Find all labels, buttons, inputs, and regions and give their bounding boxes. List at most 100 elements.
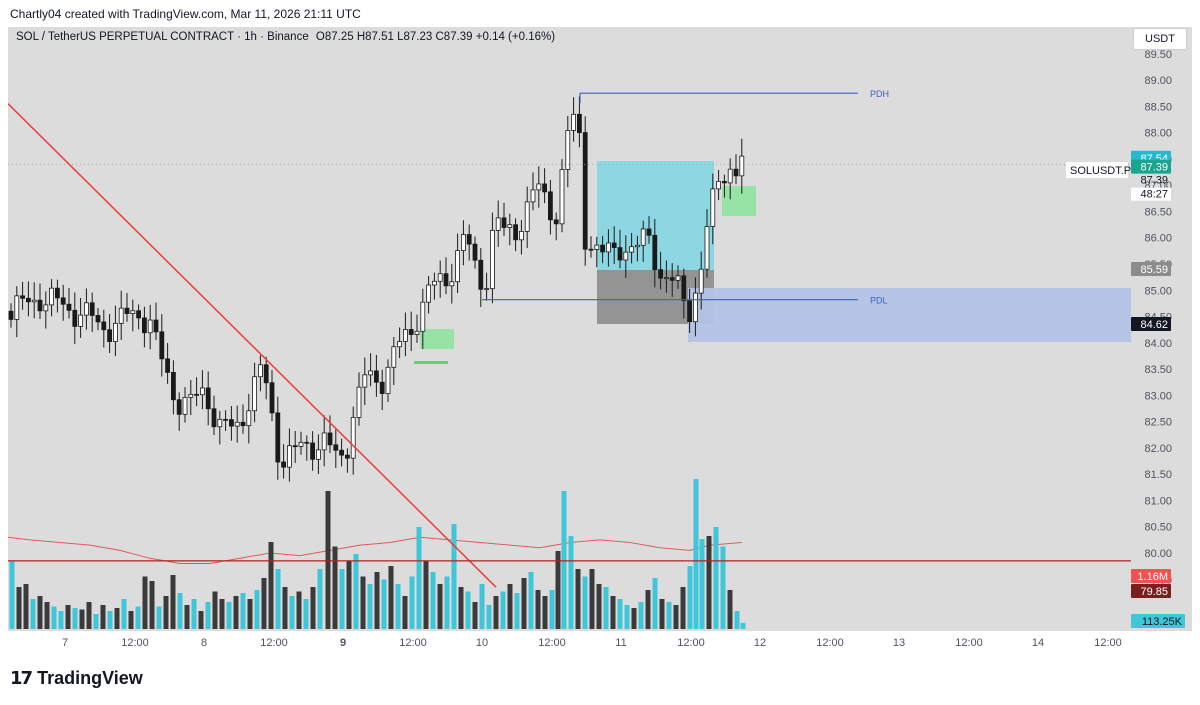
tradingview-logo-icon: 17 xyxy=(10,668,33,689)
volume-bar xyxy=(549,590,555,629)
tag-volume-ma-bg xyxy=(1131,569,1171,583)
volume-bar xyxy=(465,591,471,629)
volume-bar xyxy=(500,591,506,629)
candle-down xyxy=(373,370,379,383)
x-tick-label: 12:00 xyxy=(260,637,288,649)
y-tick-label: 81.00 xyxy=(1144,495,1172,507)
volume-bar xyxy=(86,602,92,629)
volume-bar xyxy=(163,596,169,629)
volume-bar xyxy=(339,569,345,629)
candle-down xyxy=(101,321,107,331)
candle-down xyxy=(170,371,176,401)
candle-up xyxy=(420,301,426,332)
y-tick-label: 82.00 xyxy=(1144,443,1172,455)
candle-up xyxy=(113,322,118,342)
volume-bar xyxy=(528,572,534,629)
candle-down xyxy=(577,113,582,133)
plot-layer xyxy=(8,92,1131,629)
candle-up xyxy=(693,292,698,323)
candle-up xyxy=(698,268,704,294)
volume-bar xyxy=(114,608,120,629)
volume-bar xyxy=(142,576,148,629)
candle-up xyxy=(414,330,420,335)
candle-up xyxy=(559,169,565,225)
y-tick-label: 85.00 xyxy=(1144,285,1172,297)
candle-up xyxy=(130,310,136,314)
volume-bar xyxy=(205,602,211,629)
candle-up xyxy=(495,217,501,231)
x-tick-label: 12:00 xyxy=(816,637,844,649)
volume-bar xyxy=(521,578,527,629)
fvg-green-2 xyxy=(722,186,756,216)
candle-up xyxy=(84,302,89,316)
x-tick-label: 9 xyxy=(340,637,346,649)
candle-down xyxy=(542,183,547,193)
candle-down xyxy=(501,217,507,228)
volume-bar xyxy=(720,546,726,629)
y-tick-label: 89.50 xyxy=(1144,49,1172,61)
candle-up xyxy=(484,288,490,291)
currency-selector[interactable]: USDT xyxy=(1133,28,1187,50)
tag-last-bg xyxy=(1131,159,1171,174)
volume-bar xyxy=(568,536,574,629)
candle-down xyxy=(25,297,31,303)
candle-down xyxy=(600,244,605,253)
candle-up xyxy=(507,224,513,228)
volume-bar xyxy=(645,590,651,629)
volume-bar xyxy=(303,599,309,629)
x-tick-label: 12:00 xyxy=(121,637,149,649)
volume-bar xyxy=(458,587,464,629)
volume-bar xyxy=(346,561,352,629)
tag-volume-ma: 1.16M xyxy=(1137,571,1168,583)
candle-up xyxy=(385,366,391,394)
volume-bar xyxy=(631,608,637,629)
candle-up xyxy=(182,396,188,415)
volume-bar xyxy=(381,579,387,629)
volume-bar xyxy=(423,561,429,629)
volume-bar xyxy=(713,527,719,629)
candle-down xyxy=(269,382,275,414)
chart-credit: Chartly04 created with TradingView.com, … xyxy=(10,7,361,21)
volume-bar xyxy=(170,575,176,629)
volume-bar xyxy=(23,584,29,629)
candle-down xyxy=(205,387,211,410)
candle-up xyxy=(234,421,240,427)
candle-down xyxy=(304,441,310,444)
candle-down xyxy=(722,180,727,184)
volume-bar xyxy=(507,584,513,629)
candle-up xyxy=(362,374,368,388)
candle-up xyxy=(489,229,495,290)
tag-symbol-bg xyxy=(1066,162,1128,178)
volume-bar xyxy=(444,576,450,629)
volume-bar xyxy=(740,623,746,629)
x-tick-label: 12:00 xyxy=(1094,637,1122,649)
candle-down xyxy=(733,168,739,177)
volume-bar xyxy=(16,587,22,629)
volume-bar xyxy=(596,584,602,629)
volume-bar xyxy=(353,554,359,629)
volume-bar xyxy=(555,551,561,629)
candle-up xyxy=(321,432,327,451)
candle-up xyxy=(635,244,640,248)
x-tick-label: 12:00 xyxy=(538,637,566,649)
volume-bar xyxy=(65,605,71,629)
candle-down xyxy=(263,364,269,384)
candle-up xyxy=(286,445,292,468)
candle-down xyxy=(582,132,588,250)
candle-down xyxy=(408,329,414,335)
candle-up xyxy=(368,370,374,376)
y-tick-label: 82.50 xyxy=(1144,417,1172,429)
candle-down xyxy=(292,445,298,448)
y-tick-label: 89.00 xyxy=(1144,75,1172,87)
tag-red-line-bg xyxy=(1131,584,1171,598)
candle-down xyxy=(548,191,553,221)
candle-up xyxy=(664,277,669,280)
candle-down xyxy=(194,393,200,396)
tradingview-logo: 17 TradingView xyxy=(10,668,143,689)
candle-up xyxy=(716,180,721,190)
candle-down xyxy=(681,275,687,302)
candle-up xyxy=(449,281,455,287)
candle-up xyxy=(594,244,600,250)
candle-up xyxy=(298,441,304,447)
